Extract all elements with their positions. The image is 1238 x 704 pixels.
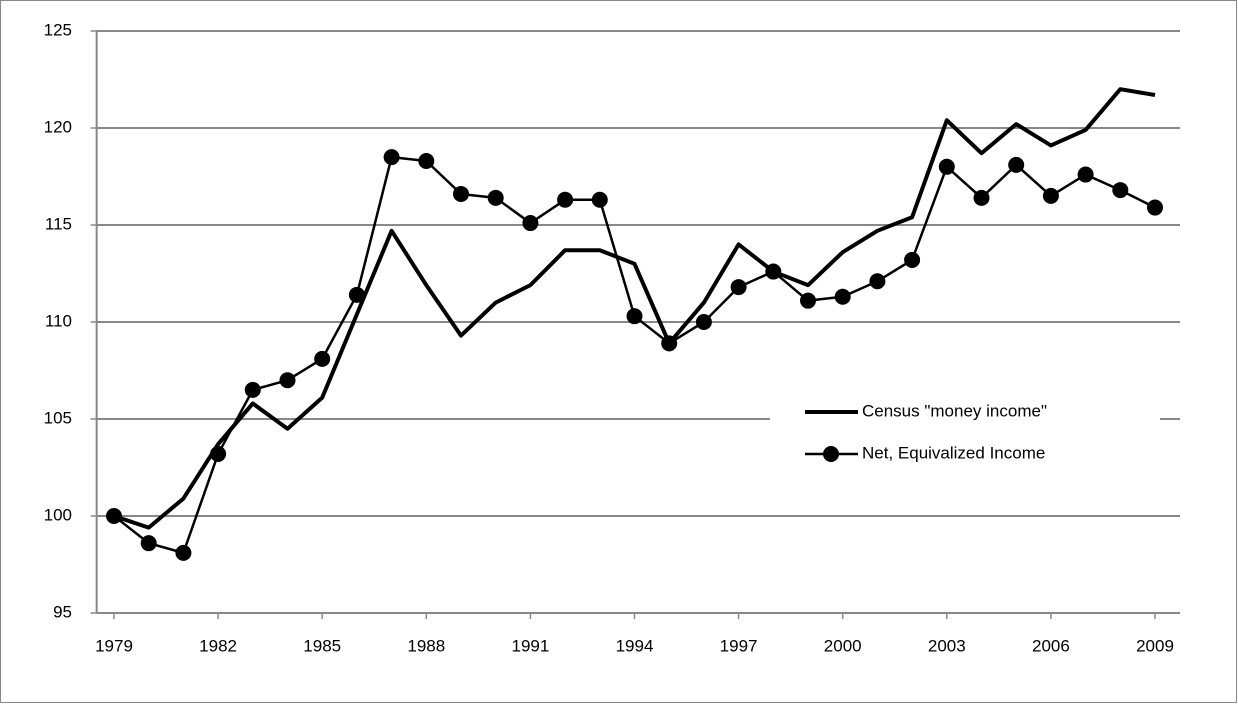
- x-tick-label: 1982: [199, 636, 237, 655]
- series-marker: [800, 292, 816, 309]
- y-tick-label: 100: [44, 505, 72, 524]
- series-marker: [869, 273, 886, 290]
- x-tick-label: 2006: [1032, 636, 1070, 655]
- series-marker: [175, 544, 192, 561]
- y-tick-label: 95: [53, 602, 72, 621]
- series-marker: [348, 286, 365, 303]
- series-line: [113, 87, 1156, 530]
- legend-label: Net, Equivalized Income: [862, 443, 1045, 462]
- legend-marker: [823, 446, 839, 462]
- series-marker: [904, 251, 921, 268]
- series-marker: [279, 372, 296, 389]
- series-marker: [1077, 166, 1094, 183]
- y-tick-label: 120: [44, 117, 72, 136]
- y-tick-label: 115: [45, 214, 72, 233]
- series-marker: [487, 189, 504, 206]
- series-marker: [1042, 187, 1059, 204]
- series-marker: [106, 508, 122, 524]
- series-marker: [626, 308, 643, 325]
- series-marker: [418, 152, 435, 169]
- series-marker: [210, 445, 227, 462]
- y-tick-label: 125: [44, 20, 72, 39]
- x-tick-label: 2003: [928, 636, 966, 655]
- series-marker: [383, 149, 400, 166]
- legend-label: Census "money income": [862, 401, 1047, 420]
- x-tick-label: 2009: [1136, 636, 1174, 655]
- series-marker: [557, 191, 574, 208]
- series-marker: [591, 191, 608, 208]
- y-tick-label: 110: [45, 311, 72, 330]
- series-marker: [661, 335, 678, 352]
- legend-background: [770, 392, 1160, 492]
- x-tick-label: 1985: [303, 636, 341, 655]
- series-marker: [522, 215, 539, 232]
- x-tick-label: 1991: [511, 636, 549, 655]
- series-marker: [973, 189, 990, 206]
- series-marker: [314, 350, 331, 367]
- series-marker: [938, 158, 955, 175]
- x-tick-label: 1994: [616, 636, 654, 655]
- x-tick-label: 1988: [407, 636, 445, 655]
- series-marker: [1147, 199, 1163, 216]
- series-marker: [244, 381, 261, 398]
- x-tick-label: 2000: [824, 636, 862, 655]
- series-marker: [695, 314, 712, 330]
- x-tick-label: 1997: [720, 636, 758, 655]
- series-marker: [1008, 156, 1025, 173]
- series-marker: [730, 279, 747, 296]
- series-marker: [140, 535, 157, 552]
- x-tick-label: 1979: [95, 636, 133, 655]
- series-marker: [765, 263, 782, 280]
- series-marker: [1112, 182, 1129, 199]
- series-marker: [834, 288, 851, 305]
- y-tick-label: 105: [44, 408, 72, 427]
- series-marker: [453, 185, 469, 202]
